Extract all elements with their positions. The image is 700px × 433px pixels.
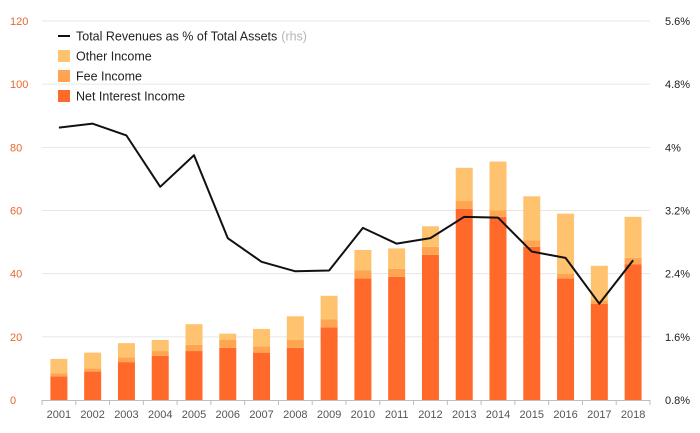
bar-other-income-2003 bbox=[117, 343, 135, 358]
grid-lines bbox=[42, 20, 650, 338]
bar-fee-income-2015 bbox=[523, 240, 541, 247]
x-tick-label: 2006 bbox=[216, 409, 240, 421]
legend-box-swatch bbox=[58, 90, 70, 102]
y-left-tick-label: 100 bbox=[10, 79, 28, 91]
y-right-tick-label: 2.4% bbox=[665, 269, 690, 281]
x-tick-label: 2012 bbox=[418, 409, 442, 421]
bar-net-interest-income-2002 bbox=[84, 371, 102, 400]
x-tick-label: 2003 bbox=[114, 409, 138, 421]
legend: Total Revenues as % of Total Assets (rhs)… bbox=[58, 30, 307, 104]
y-right-tick-label: 1.6% bbox=[665, 332, 690, 344]
bar-fee-income-2010 bbox=[354, 270, 372, 279]
bar-fee-income-2012 bbox=[421, 246, 439, 255]
bar-other-income-2007 bbox=[253, 328, 271, 347]
bar-other-income-2004 bbox=[151, 339, 169, 352]
bar-other-income-2001 bbox=[50, 358, 68, 374]
bar-series bbox=[50, 161, 642, 400]
bar-fee-income-2006 bbox=[219, 339, 237, 348]
bar-net-interest-income-2011 bbox=[388, 276, 406, 400]
legend-box-swatch bbox=[58, 50, 70, 62]
y-left-tick-label: 0 bbox=[10, 395, 16, 407]
bar-fee-income-2004 bbox=[151, 351, 169, 356]
bar-net-interest-income-2013 bbox=[455, 208, 473, 400]
line-total-revenues-pct-assets bbox=[58, 122, 634, 305]
bar-net-interest-income-2012 bbox=[421, 254, 439, 400]
bar-fee-income-2001 bbox=[50, 373, 68, 377]
bar-net-interest-income-2006 bbox=[219, 347, 237, 400]
axes: 0 20 40 60 80 100 120 0.8% 1.6% 2.4% 3.2% 4% 4.8% 5.6… bbox=[10, 16, 690, 421]
bar-net-interest-income-2009 bbox=[320, 327, 338, 400]
bar-other-income-2013 bbox=[455, 167, 473, 202]
bar-other-income-2012 bbox=[421, 226, 439, 247]
bar-net-interest-income-2010 bbox=[354, 278, 372, 400]
y-right-tick-label: 3.2% bbox=[665, 206, 690, 218]
legend-label: Total Revenues as % of Total Assets (rhs) bbox=[76, 30, 307, 44]
x-tick-label: 2013 bbox=[452, 409, 476, 421]
bar-other-income-2009 bbox=[320, 295, 338, 320]
y-left-tick-label: 20 bbox=[10, 332, 22, 344]
x-tick-label: 2001 bbox=[47, 409, 71, 421]
y-right-tick-label: 4% bbox=[665, 142, 681, 154]
x-tick-label: 2016 bbox=[553, 409, 577, 421]
x-tick-label: 2010 bbox=[351, 409, 375, 421]
x-tick-label: 2002 bbox=[80, 409, 104, 421]
bar-fee-income-2009 bbox=[320, 319, 338, 328]
bar-other-income-2014 bbox=[489, 161, 507, 211]
bar-fee-income-2003 bbox=[117, 357, 135, 363]
bar-net-interest-income-2017 bbox=[590, 303, 608, 400]
y-right-tick-label: 5.6% bbox=[665, 16, 690, 28]
bar-fee-income-2002 bbox=[84, 368, 102, 372]
bar-fee-income-2014 bbox=[489, 210, 507, 217]
x-tick-label: 2007 bbox=[249, 409, 273, 421]
bar-other-income-2008 bbox=[286, 316, 304, 340]
legend-label: Other Income bbox=[76, 50, 152, 64]
bar-other-income-2010 bbox=[354, 249, 372, 271]
x-tick-label: 2015 bbox=[520, 409, 544, 421]
x-tick-label: 2005 bbox=[182, 409, 206, 421]
bar-other-income-2015 bbox=[523, 196, 541, 241]
legend-label: Fee Income bbox=[76, 70, 142, 84]
x-tick-label: 2017 bbox=[587, 409, 611, 421]
bar-net-interest-income-2004 bbox=[151, 355, 169, 400]
bar-fee-income-2008 bbox=[286, 339, 304, 348]
bar-other-income-2017 bbox=[590, 265, 608, 301]
bar-fee-income-2016 bbox=[557, 273, 575, 279]
bar-fee-income-2013 bbox=[455, 201, 473, 209]
bar-net-interest-income-2014 bbox=[489, 216, 507, 400]
bar-net-interest-income-2001 bbox=[50, 376, 68, 400]
y-left-tick-label: 40 bbox=[10, 269, 22, 281]
y-right-tick-label: 0.8% bbox=[665, 395, 690, 407]
bar-net-interest-income-2015 bbox=[523, 246, 541, 400]
bar-fee-income-2011 bbox=[388, 268, 406, 277]
x-tick-label: 2004 bbox=[148, 409, 172, 421]
bar-other-income-2002 bbox=[84, 352, 102, 369]
bar-other-income-2018 bbox=[624, 216, 642, 258]
bar-other-income-2011 bbox=[388, 248, 406, 269]
bar-fee-income-2007 bbox=[253, 346, 271, 353]
bar-other-income-2006 bbox=[219, 333, 237, 340]
line-series bbox=[58, 122, 634, 305]
bar-net-interest-income-2008 bbox=[286, 347, 304, 400]
y-left-tick-label: 60 bbox=[10, 206, 22, 218]
bar-net-interest-income-2007 bbox=[253, 352, 271, 400]
x-tick-label: 2009 bbox=[317, 409, 341, 421]
x-tick-label: 2014 bbox=[486, 409, 510, 421]
bar-net-interest-income-2016 bbox=[557, 278, 575, 400]
x-tick-label: 2018 bbox=[621, 409, 645, 421]
bar-net-interest-income-2018 bbox=[624, 264, 642, 400]
legend-box-swatch bbox=[58, 70, 70, 82]
y-left-tick-label: 80 bbox=[10, 142, 22, 154]
y-left-tick-label: 120 bbox=[10, 16, 28, 28]
legend-label-suffix: (rhs) bbox=[281, 30, 307, 44]
bar-net-interest-income-2003 bbox=[117, 362, 135, 400]
y-right-tick-label: 4.8% bbox=[665, 79, 690, 91]
bar-other-income-2005 bbox=[185, 324, 203, 345]
x-tick-label: 2008 bbox=[283, 409, 307, 421]
bar-fee-income-2005 bbox=[185, 344, 203, 352]
bar-net-interest-income-2005 bbox=[185, 351, 203, 400]
x-tick-label: 2011 bbox=[385, 409, 409, 421]
bar-other-income-2016 bbox=[557, 213, 575, 274]
legend-label: Net Interest Income bbox=[76, 90, 185, 104]
